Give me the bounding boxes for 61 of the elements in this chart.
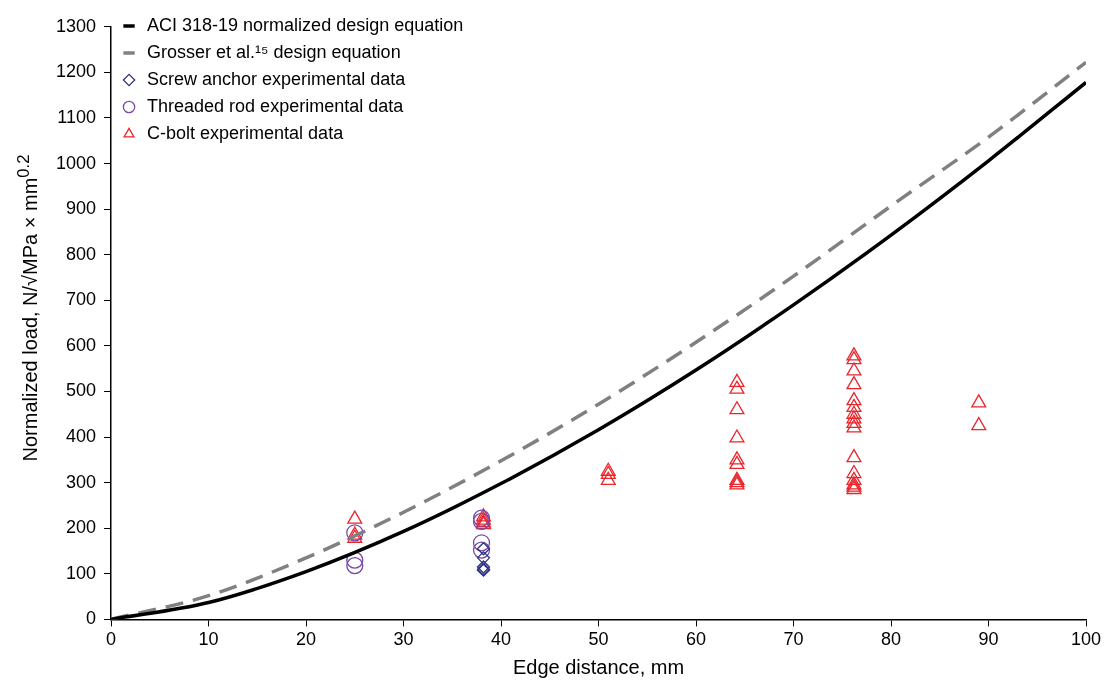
point: [600, 462, 616, 476]
y-tick-label: 800: [66, 243, 97, 264]
point: [476, 551, 491, 565]
y-tick-label: 900: [66, 198, 97, 219]
y-tick-label: 100: [66, 562, 97, 583]
legend-label: ACI 318-19 normalized design equation: [147, 14, 464, 35]
point: [476, 542, 491, 556]
y-tick-label: 1200: [56, 61, 97, 82]
y-tick-label: 400: [66, 426, 97, 447]
y-tick-label: 200: [66, 517, 97, 538]
x-tick-label: 50: [588, 629, 609, 650]
x-tick-label: 20: [296, 629, 317, 650]
point: [729, 380, 745, 394]
x-tick-label: 60: [686, 629, 707, 650]
point: [846, 347, 862, 361]
y-tick-label: 500: [66, 380, 97, 401]
point: [846, 405, 862, 419]
legend-label: Screw anchor experimental data: [147, 68, 407, 89]
point: [729, 429, 745, 443]
legend-label: Grosser et al.¹⁵ design equation: [147, 41, 401, 62]
point: [846, 414, 862, 429]
y-tick-label: 700: [66, 289, 97, 310]
point: [846, 464, 862, 479]
point: [346, 556, 364, 575]
x-tick-label: 70: [783, 629, 804, 650]
x-tick-label: 90: [978, 629, 999, 650]
point: [846, 471, 862, 486]
point: [600, 471, 616, 486]
x-tick-label: 0: [106, 629, 117, 650]
y-tick-label: 600: [66, 334, 97, 355]
y-tick-label: 0: [86, 608, 97, 629]
point: [846, 398, 862, 413]
point: [729, 451, 745, 465]
x-tick-label: 40: [491, 629, 512, 650]
point: [729, 401, 745, 415]
legend-label: Threaded rod experimental data: [147, 95, 405, 116]
point: [472, 541, 491, 559]
point: [729, 455, 745, 470]
point: [729, 373, 745, 388]
point: [971, 394, 987, 408]
point: [846, 419, 862, 433]
point: [846, 410, 862, 424]
x-tick-label: 10: [198, 629, 219, 650]
point: [846, 375, 862, 390]
x-tick-label: 30: [393, 629, 414, 650]
point: [472, 534, 491, 552]
point: [846, 391, 862, 406]
legend-label: C-bolt experimental data: [147, 122, 345, 143]
y-tick-label: 1000: [56, 152, 97, 173]
x-tick-label: 80: [880, 629, 902, 650]
point: [846, 448, 862, 463]
y-tick-label: 300: [66, 471, 97, 492]
point: [846, 362, 862, 376]
point: [971, 417, 987, 431]
point: [600, 465, 616, 480]
x-tick-label: 100: [1070, 629, 1102, 650]
y-tick-label: 1100: [57, 106, 97, 127]
x-axis-title: Edge distance, mm: [512, 655, 685, 678]
point: [846, 350, 862, 365]
y-tick-label: 1300: [56, 15, 97, 36]
point: [347, 510, 363, 524]
